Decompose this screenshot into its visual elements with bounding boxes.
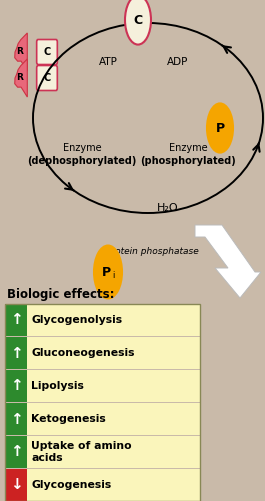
- FancyBboxPatch shape: [27, 436, 200, 468]
- Text: Lipolysis: Lipolysis: [31, 381, 84, 391]
- FancyBboxPatch shape: [27, 337, 200, 369]
- Text: ↑: ↑: [10, 346, 22, 361]
- Text: Biologic effects:: Biologic effects:: [7, 288, 114, 301]
- Text: (dephosphorylated): (dephosphorylated): [27, 156, 137, 166]
- Text: Enzyme: Enzyme: [169, 143, 207, 153]
- Polygon shape: [15, 33, 27, 71]
- FancyBboxPatch shape: [5, 370, 27, 402]
- Text: H₂O: H₂O: [157, 203, 179, 213]
- Text: R: R: [16, 48, 23, 57]
- Text: Protein phosphatase: Protein phosphatase: [106, 247, 198, 257]
- Text: ↑: ↑: [10, 444, 22, 459]
- Text: Uptake of amino
acids: Uptake of amino acids: [31, 441, 132, 463]
- FancyBboxPatch shape: [27, 469, 200, 501]
- Text: Ketogenesis: Ketogenesis: [31, 414, 106, 424]
- Text: Enzyme: Enzyme: [63, 143, 101, 153]
- Text: ADP: ADP: [167, 57, 189, 67]
- Text: P: P: [101, 266, 111, 279]
- FancyBboxPatch shape: [5, 469, 27, 501]
- Text: Glycogenolysis: Glycogenolysis: [31, 315, 122, 325]
- Circle shape: [207, 103, 233, 153]
- Text: ↑: ↑: [10, 378, 22, 393]
- Text: R: R: [16, 74, 23, 83]
- Text: Gluconeogenesis: Gluconeogenesis: [31, 348, 135, 358]
- FancyBboxPatch shape: [37, 66, 57, 91]
- FancyBboxPatch shape: [5, 436, 27, 468]
- FancyBboxPatch shape: [27, 370, 200, 402]
- Text: Glycogenesis: Glycogenesis: [31, 480, 111, 490]
- Text: C: C: [43, 47, 51, 57]
- Polygon shape: [15, 59, 27, 97]
- FancyBboxPatch shape: [27, 304, 200, 336]
- Text: (phosphorylated): (phosphorylated): [140, 156, 236, 166]
- Text: C: C: [43, 73, 51, 83]
- Circle shape: [94, 245, 122, 299]
- Text: ↑: ↑: [10, 411, 22, 426]
- FancyBboxPatch shape: [5, 304, 27, 336]
- Text: P: P: [215, 122, 224, 134]
- Polygon shape: [195, 225, 261, 298]
- FancyBboxPatch shape: [5, 403, 27, 435]
- Text: i: i: [112, 272, 114, 281]
- FancyBboxPatch shape: [27, 403, 200, 435]
- FancyBboxPatch shape: [37, 40, 57, 65]
- FancyBboxPatch shape: [5, 337, 27, 369]
- Text: ↓: ↓: [10, 477, 22, 492]
- Text: ATP: ATP: [99, 57, 117, 67]
- Circle shape: [125, 0, 151, 45]
- Text: ↑: ↑: [10, 313, 22, 328]
- Text: C: C: [134, 14, 143, 27]
